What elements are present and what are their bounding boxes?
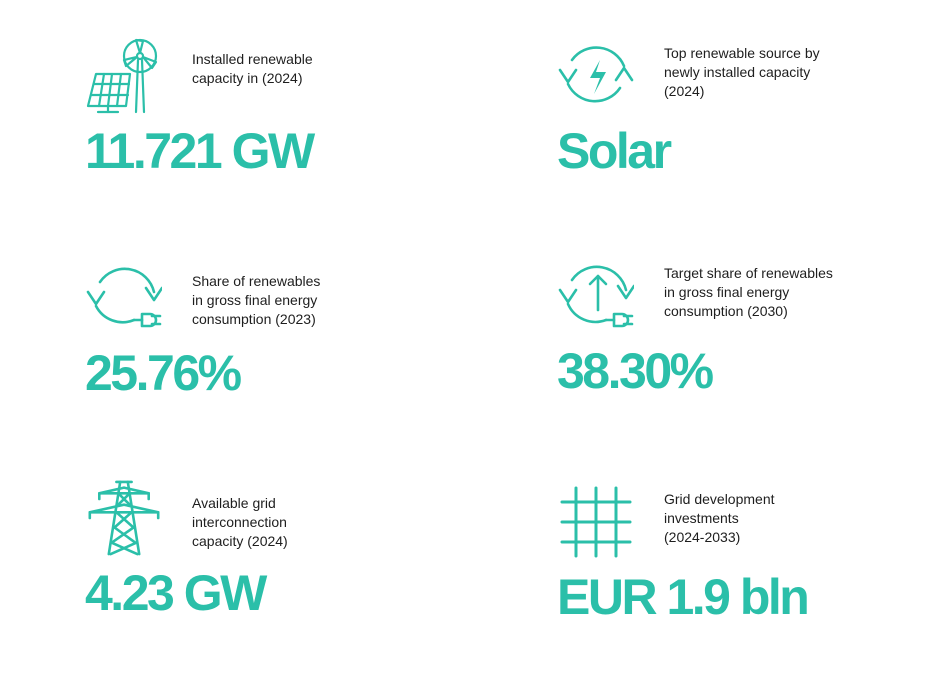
stat-value: 25.76%: [85, 345, 242, 401]
stat-label: Installed renewable capacity in (2024): [192, 51, 313, 86]
stat-value: 38.30%: [557, 343, 714, 399]
stat-label: Target share of renewables in gross fina…: [664, 265, 833, 319]
stat-top-source: Top renewable source by newly installed …: [557, 38, 938, 188]
transmission-tower-icon: [86, 480, 162, 556]
energy-cycle-icon: [558, 38, 634, 114]
stat-value: 11.721 GW: [85, 123, 315, 179]
stat-label: Grid development investments (2024-2033): [664, 491, 775, 545]
stat-target-share: Target share of renewables in gross fina…: [557, 258, 938, 408]
stat-label: Available grid interconnection capacity …: [192, 495, 288, 549]
solar-wind-icon: [86, 38, 162, 114]
stat-installed-capacity: Installed renewable capacity in (2024) 1…: [85, 38, 466, 188]
stat-grid-interconnection: Available grid interconnection capacity …: [85, 480, 466, 630]
stat-label: Share of renewables in gross final energ…: [192, 273, 321, 327]
target-plug-icon: [558, 258, 634, 334]
renewable-plug-icon: [86, 260, 162, 336]
stat-renewable-share: Share of renewables in gross final energ…: [85, 260, 466, 410]
stat-value: 4.23 GW: [85, 565, 267, 621]
grid-icon: [558, 484, 634, 560]
stat-grid-investments: Grid development investments (2024-2033)…: [557, 484, 938, 634]
stat-value: EUR 1.9 bln: [557, 569, 810, 625]
stat-label: Top renewable source by newly installed …: [664, 45, 820, 99]
stat-value: Solar: [557, 123, 672, 179]
